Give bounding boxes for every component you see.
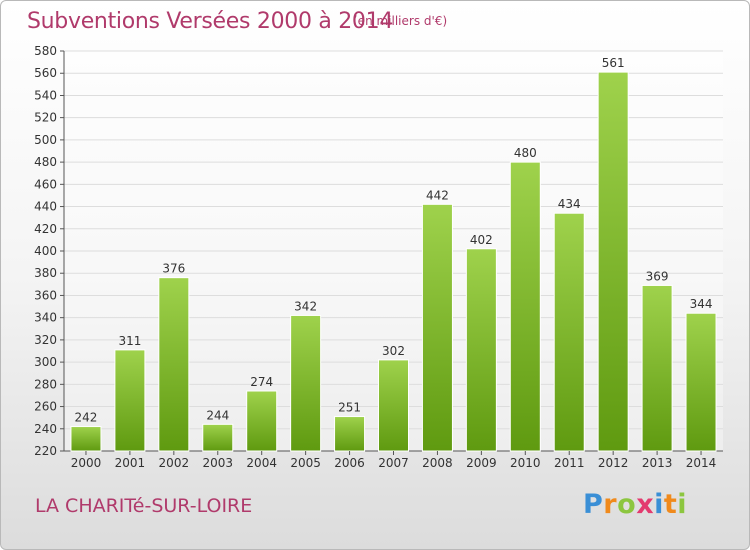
y-tick-label: 580: [34, 44, 57, 58]
logo-letter: i: [677, 489, 688, 520]
y-tick-label: 240: [34, 422, 57, 436]
bar: [246, 390, 278, 452]
y-tick-label: 340: [34, 311, 57, 325]
bar: [421, 203, 453, 452]
y-tick-label: 300: [34, 355, 57, 369]
x-tick-label: 2005: [290, 456, 321, 470]
logo-letter: P: [583, 489, 604, 520]
y-tick-label: 560: [34, 66, 57, 80]
x-tick-label: 2012: [598, 456, 629, 470]
y-tick-label: 360: [34, 288, 57, 302]
data-label: 242: [75, 411, 98, 425]
bar: [685, 312, 717, 452]
y-tick-label: 260: [34, 400, 57, 414]
x-tick-label: 2003: [202, 456, 233, 470]
y-tick-label: 280: [34, 377, 57, 391]
bar: [553, 212, 585, 452]
data-label: 311: [118, 334, 141, 348]
data-label: 274: [250, 375, 273, 389]
y-tick-label: 380: [34, 266, 57, 280]
y-tick-label: 540: [34, 88, 57, 102]
y-tick-label: 400: [34, 244, 57, 258]
bar: [114, 349, 146, 452]
logo-letter: x: [636, 489, 655, 520]
x-tick-label: 2013: [642, 456, 673, 470]
x-tick-label: 2011: [554, 456, 585, 470]
x-tick-label: 2010: [510, 456, 541, 470]
y-tick-label: 420: [34, 222, 57, 236]
y-tick-label: 320: [34, 333, 57, 347]
data-label: 342: [294, 299, 317, 313]
data-label: 561: [602, 56, 625, 70]
y-tick-label: 480: [34, 155, 57, 169]
bar: [378, 359, 409, 452]
data-label: 302: [382, 344, 405, 358]
y-tick-label: 520: [34, 111, 57, 125]
bar: [334, 416, 366, 452]
commune-name: LA CHARITé-SUR-LOIRE: [35, 495, 253, 517]
chart-unit-note: (en milliers d'€): [353, 14, 448, 28]
data-label: 402: [470, 233, 493, 247]
x-tick-label: 2014: [686, 456, 717, 470]
logo-letter: t: [663, 489, 678, 520]
logo-letter: i: [654, 489, 664, 520]
bar: [70, 426, 102, 452]
proxiti-logo: Proxiti: [583, 489, 687, 520]
data-label: 434: [558, 197, 581, 211]
y-tick-label: 460: [34, 177, 57, 191]
x-tick-label: 2000: [71, 456, 102, 470]
data-label: 376: [162, 262, 185, 276]
data-label: 344: [690, 297, 713, 311]
bar: [290, 314, 322, 452]
data-label: 244: [206, 408, 229, 422]
y-tick-label: 220: [34, 444, 57, 458]
bar: [509, 161, 541, 452]
x-tick-label: 2008: [422, 456, 453, 470]
x-tick-label: 2004: [246, 456, 277, 470]
bar: [158, 277, 190, 452]
x-tick-label: 2002: [159, 456, 190, 470]
logo-letter: o: [617, 489, 637, 520]
bar: [465, 248, 497, 452]
x-tick-label: 2007: [378, 456, 409, 470]
data-label: 369: [646, 269, 669, 283]
data-label: 442: [426, 188, 449, 202]
y-tick-label: 440: [34, 200, 57, 214]
x-tick-label: 2006: [334, 456, 365, 470]
data-label: 480: [514, 146, 537, 160]
x-tick-label: 2009: [466, 456, 497, 470]
x-tick-label: 2001: [115, 456, 146, 470]
y-tick-label: 500: [34, 133, 57, 147]
chart-title: Subventions Versées 2000 à 2014: [27, 9, 394, 34]
bar: [597, 71, 629, 452]
bar: [641, 284, 673, 452]
bar: [202, 423, 234, 452]
logo-letter: r: [603, 489, 618, 520]
data-label: 251: [338, 401, 361, 415]
